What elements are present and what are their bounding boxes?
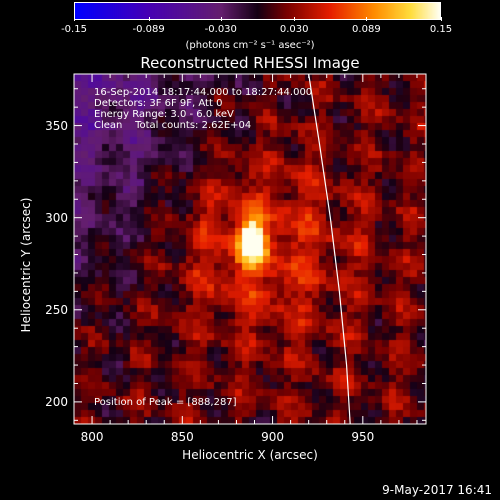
- colorbar-tick-mark: [441, 17, 442, 21]
- x-tick-label: 950: [351, 430, 375, 444]
- footer-date: 9-May-2017 16:41: [382, 483, 492, 497]
- peak-position-text: Position of Peak = [888,287]: [94, 397, 237, 408]
- colorbar-tick-mark: [366, 17, 368, 21]
- colorbar-tick-label: -0.089: [132, 24, 165, 35]
- colorbar-tick-label: -0.15: [61, 24, 87, 35]
- energy-range-text: Energy Range: 3.0 - 6.0 keV: [94, 109, 234, 120]
- time-range-text: 16-Sep-2014 18:17:44.000 to 18:27:44.000: [94, 87, 313, 98]
- x-tick-label: 900: [261, 430, 285, 444]
- x-tick-label: 800: [80, 430, 104, 444]
- colorbar-tick-mark: [74, 17, 75, 21]
- colorbar: [74, 2, 441, 20]
- y-tick-label: 200: [45, 394, 68, 409]
- plot-border: [73, 73, 427, 425]
- chart-title: Reconstructed RHESSI Image: [140, 54, 360, 72]
- colorbar-tick-mark: [220, 17, 222, 21]
- y-tick-label: 250: [45, 302, 68, 317]
- detectors-text: Detectors: 3F 6F 9F, Att 0: [94, 98, 223, 109]
- x-axis-label: Heliocentric X (arcsec): [182, 448, 318, 462]
- solar-limb-curve: [308, 73, 351, 425]
- axis-ticks: [73, 74, 426, 424]
- colorbar-tick-label: 0.089: [352, 24, 381, 35]
- x-tick-label: 850: [170, 430, 194, 444]
- colorbar-tick-label: 0.030: [279, 24, 309, 35]
- colorbar-tick-mark: [148, 17, 150, 21]
- colorbar-units-label: (photons cm⁻² s⁻¹ asec⁻²): [185, 40, 315, 51]
- y-tick-label: 350: [45, 118, 68, 133]
- colorbar-tick-mark: [294, 17, 296, 21]
- plot-frame: [73, 73, 427, 425]
- colorbar-tick-label: -0.030: [204, 24, 237, 35]
- y-tick-label: 300: [45, 210, 68, 225]
- y-axis-label: Heliocentric Y (arcsec): [19, 197, 33, 333]
- clean-counts-text: Clean Total counts: 2.62E+04: [94, 120, 252, 131]
- colorbar-tick-label: 0.15: [429, 24, 453, 35]
- heatmap-image: [74, 74, 426, 424]
